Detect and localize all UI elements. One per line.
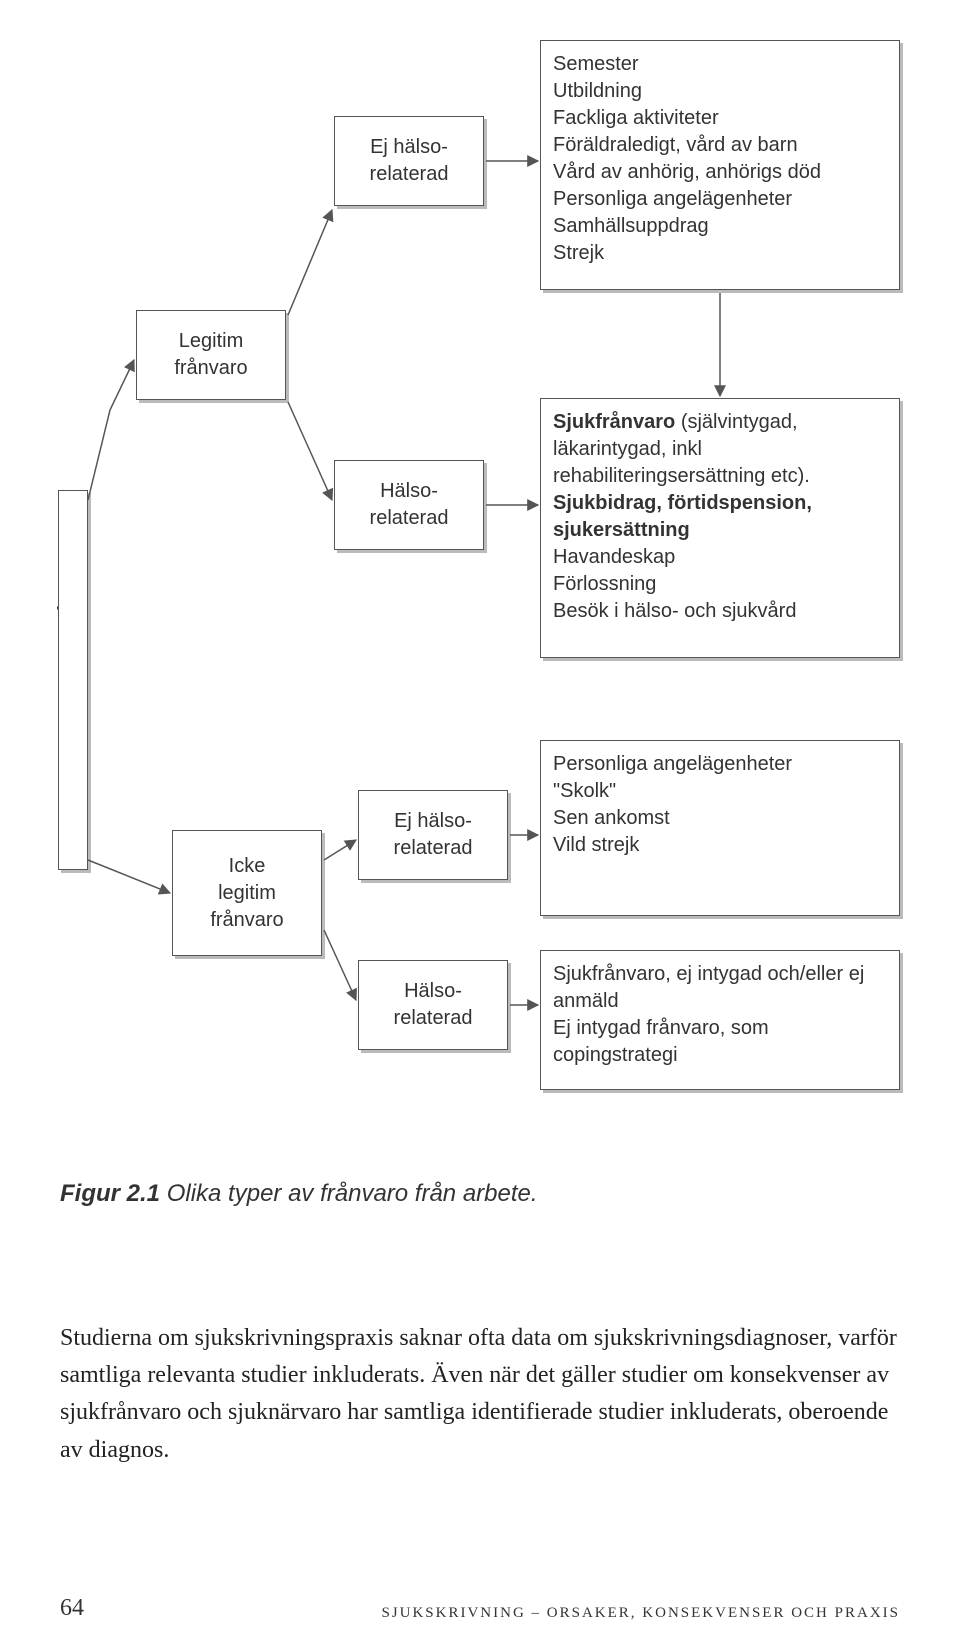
leaf4-line-0: Sjukfrånvaro, ej intygad och/eller ej an… bbox=[553, 961, 887, 1015]
leaf1-line-1: Utbildning bbox=[553, 78, 887, 105]
figure-number: Figur 2.1 bbox=[60, 1180, 160, 1207]
leaf3-line-2: Sen ankomst bbox=[553, 805, 887, 832]
leaf1-line-4: Vård av anhörig, anhörigs död bbox=[553, 159, 887, 186]
node-leaf-4: Sjukfrånvaro, ej intygad och/eller ej an… bbox=[540, 950, 900, 1090]
leaf4-line-1: Ej intygad frånvaro, som copingstrategi bbox=[553, 1015, 887, 1069]
node-halso-1: Hälso- relaterad bbox=[334, 460, 484, 550]
node-icke-legitim: Icke legitim frånvaro bbox=[172, 830, 322, 956]
leaf1-line-0: Semester bbox=[553, 51, 887, 78]
leaf3-line-1: "Skolk" bbox=[553, 778, 887, 805]
page: Frånvaro Legitim frånvaro Icke legitim f… bbox=[0, 0, 960, 1648]
leaf1-line-6: Samhällsuppdrag bbox=[553, 213, 887, 240]
body-paragraph: Studierna om sjukskrivningspraxis saknar… bbox=[60, 1320, 900, 1469]
figure-caption: Figur 2.1 Olika typer av frånvaro från a… bbox=[60, 1180, 538, 1208]
node-ej-halso-1: Ej hälso- relaterad bbox=[334, 116, 484, 206]
leaf2-part-2: Sjukbidrag, förtidspension, sjukersättni… bbox=[553, 492, 812, 541]
node-halso-2: Hälso- relaterad bbox=[358, 960, 508, 1050]
node-leaf-1: Semester Utbildning Fackliga aktiviteter… bbox=[540, 40, 900, 290]
leaf2-part-0: Sjukfrånvaro bbox=[553, 411, 681, 433]
node-leaf-2: Sjukfrånvaro (självintygad, läkarintygad… bbox=[540, 398, 900, 658]
leaf2-part-3: Havandeskap Förlossning Besök i hälso- o… bbox=[553, 546, 796, 622]
page-number: 64 bbox=[60, 1595, 84, 1622]
leaf1-line-3: Föräldraledigt, vård av barn bbox=[553, 132, 887, 159]
leaf3-line-3: Vild strejk bbox=[553, 832, 887, 859]
node-ej-halso-2: Ej hälso- relaterad bbox=[358, 790, 508, 880]
node-root bbox=[58, 490, 88, 870]
leaf1-line-7: Strejk bbox=[553, 240, 887, 267]
node-leaf-3: Personliga angelägenheter "Skolk" Sen an… bbox=[540, 740, 900, 916]
leaf3-line-0: Personliga angelägenheter bbox=[553, 751, 887, 778]
footer-source: SJUKSKRIVNING – ORSAKER, KONSEKVENSER OC… bbox=[381, 1605, 900, 1622]
leaf1-line-5: Personliga angelägenheter bbox=[553, 186, 887, 213]
figure-title: Olika typer av frånvaro från arbete. bbox=[160, 1180, 538, 1207]
node-legitim: Legitim frånvaro bbox=[136, 310, 286, 400]
leaf1-line-2: Fackliga aktiviteter bbox=[553, 105, 887, 132]
